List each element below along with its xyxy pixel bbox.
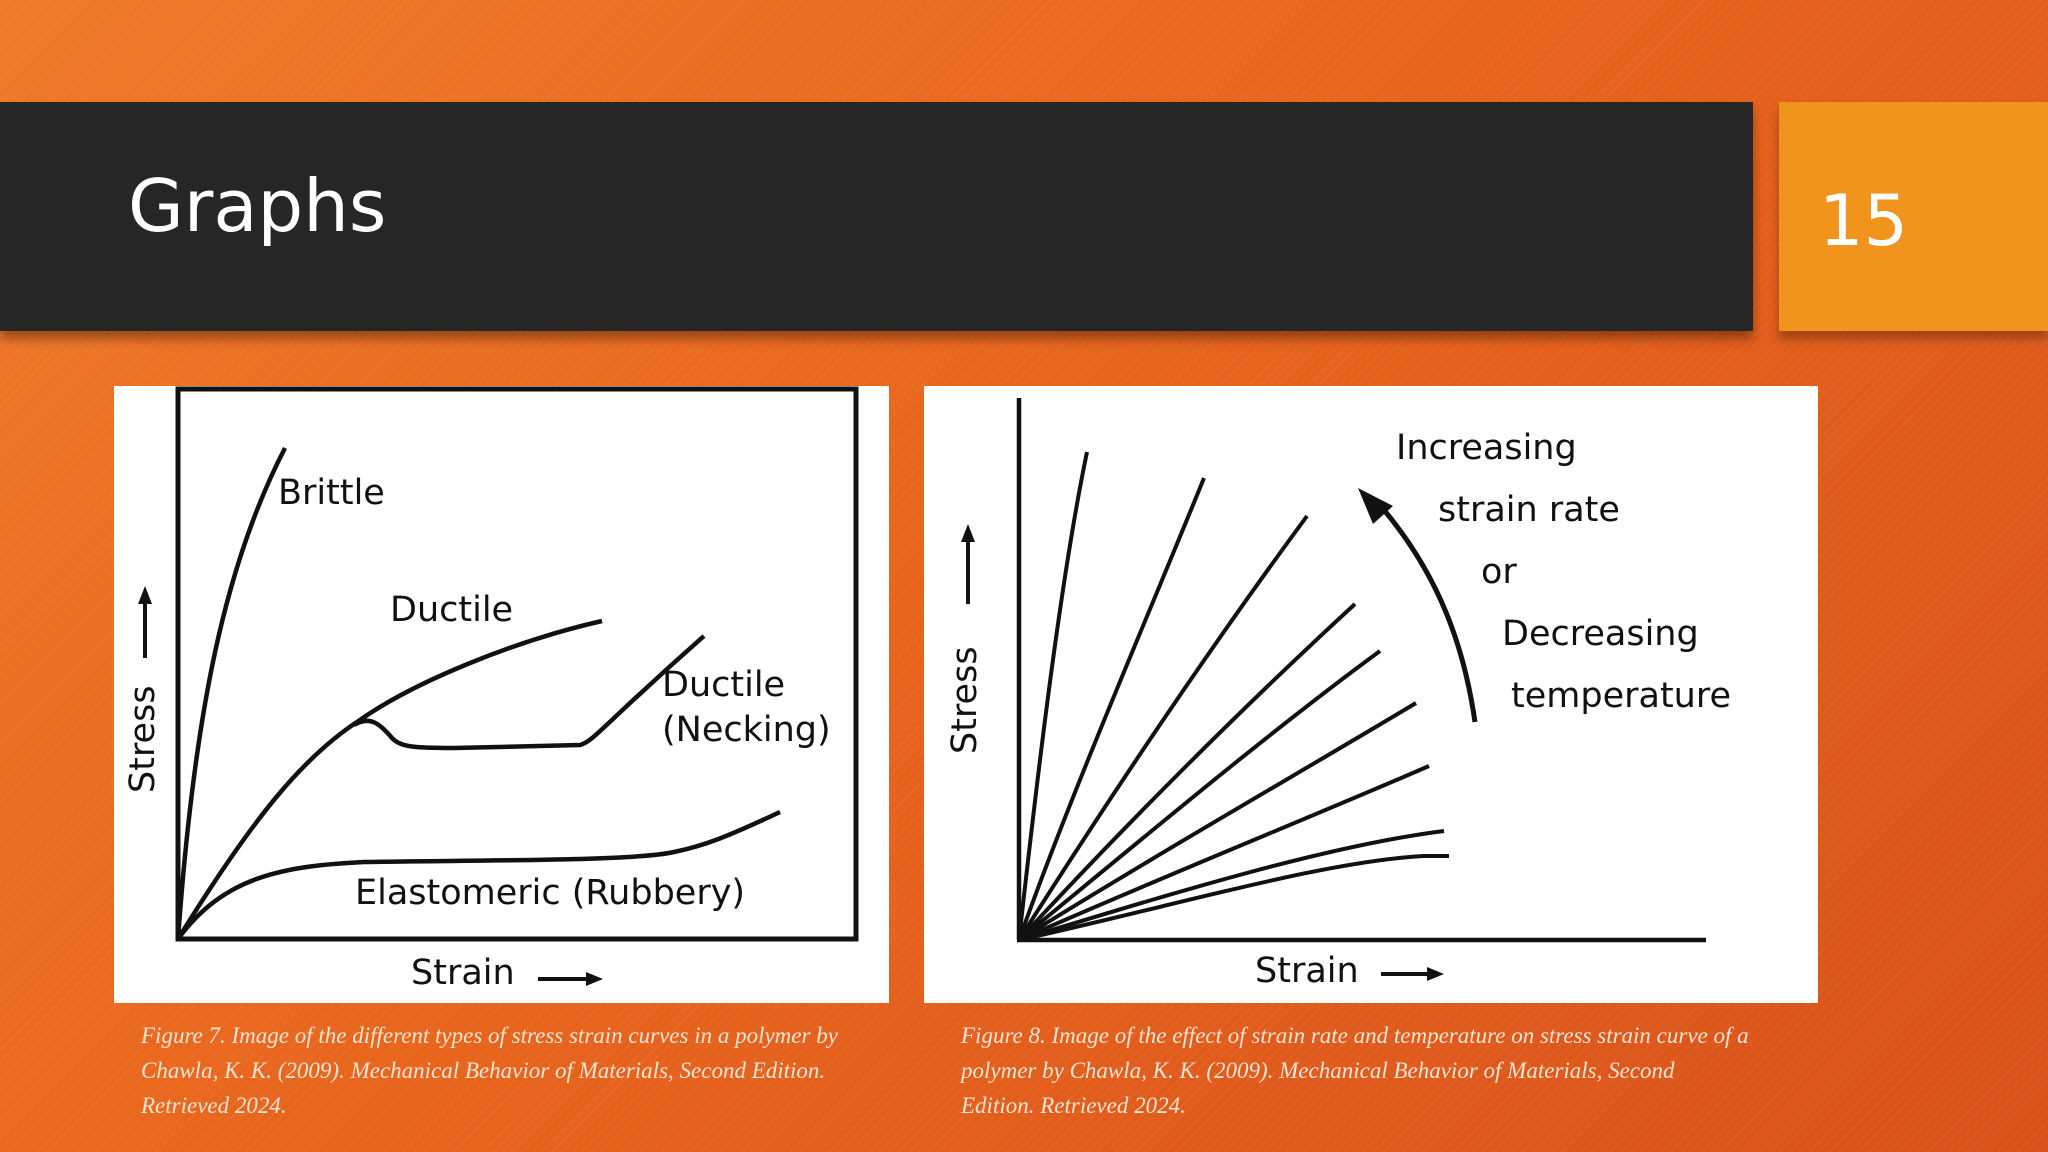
annotation-line-3: or (1481, 552, 1517, 592)
slide-number-box: 15 (1779, 102, 2048, 331)
rate-curve-3 (1017, 514, 1309, 942)
rate-curve-8 (1018, 829, 1445, 942)
x-axis-arrow-icon (1381, 967, 1444, 981)
annotation-line-4: Decreasing (1502, 614, 1699, 654)
rate-curve-9 (1018, 854, 1449, 942)
x-axis-arrow-icon (538, 972, 603, 986)
annotation-line-1: Increasing (1396, 428, 1577, 468)
figure-8-diagram: Increasing strain rate or Decreasing tem… (945, 398, 1731, 991)
curve-brittle (175, 446, 287, 940)
annotation-line-5: temperature (1511, 676, 1731, 716)
figure-8-caption: Figure 8. Image of the effect of strain … (961, 1023, 1749, 1118)
figure-7-caption: Figure 7. Image of the different types o… (141, 1023, 838, 1118)
curve-elastomeric (176, 809, 781, 941)
rate-curve-4 (1017, 602, 1357, 942)
rate-curve-6 (1017, 701, 1418, 942)
annotation-line-2: strain rate (1438, 490, 1620, 530)
figure-8: Increasing strain rate or Decreasing tem… (924, 386, 1818, 1003)
title-bar: Graphs (0, 102, 1753, 331)
label-elastomeric: Elastomeric (Rubbery) (355, 873, 745, 913)
label-ductile-necking-1: Ductile (662, 665, 785, 705)
rate-curve-5 (1017, 649, 1382, 942)
slide-title: Graphs (128, 164, 387, 248)
increasing-rate-arrow-icon (1358, 488, 1478, 723)
x-axis-label: Strain (411, 953, 515, 993)
plot-frame (175, 386, 859, 942)
rate-curve-7 (1018, 764, 1430, 942)
rate-curve-2 (1017, 477, 1206, 941)
figure-7-diagram: Brittle Ductile Ductile (Necking) Elasto… (123, 386, 859, 993)
label-ductile-necking-2: (Necking) (662, 710, 831, 750)
slide-number: 15 (1819, 180, 1909, 262)
y-axis-arrow-icon (138, 586, 152, 658)
y-axis-label: Stress (123, 685, 163, 793)
curve-ductile-necking (352, 634, 706, 751)
y-axis-arrow-icon (961, 524, 975, 604)
label-brittle: Brittle (278, 473, 385, 513)
y-axis-label: Stress (945, 646, 985, 754)
x-axis-label: Strain (1255, 951, 1359, 991)
rate-curve-1 (1017, 451, 1089, 941)
label-ductile: Ductile (390, 590, 513, 630)
figure-7: Brittle Ductile Ductile (Necking) Elasto… (114, 386, 889, 1003)
